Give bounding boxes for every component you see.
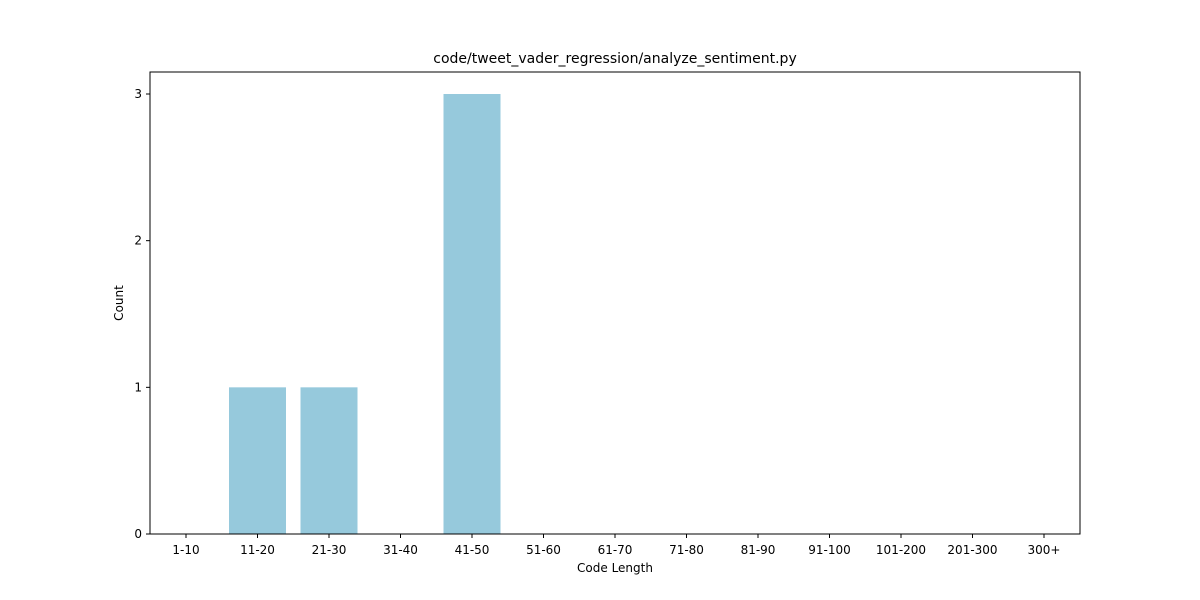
y-tick-label: 3 bbox=[134, 87, 142, 101]
x-tick-label: 201-300 bbox=[947, 543, 997, 557]
x-axis-ticks: 1-10 11-20 21-30 31-40 41-50 51-60 61-70 71-80 8… bbox=[172, 534, 1060, 557]
bars-group bbox=[229, 94, 501, 534]
x-tick-label: 101-200 bbox=[876, 543, 926, 557]
x-tick-label: 91-100 bbox=[808, 543, 851, 557]
plot-frame bbox=[149, 71, 1081, 535]
x-axis-label: Code Length bbox=[577, 561, 653, 575]
y-tick-label: 2 bbox=[134, 234, 142, 248]
x-tick-label: 31-40 bbox=[383, 543, 418, 557]
bar-11-20 bbox=[229, 387, 286, 534]
y-axis-label: Count bbox=[112, 285, 126, 321]
y-tick-label: 1 bbox=[134, 380, 142, 394]
y-axis-ticks: 0 1 2 3 bbox=[134, 87, 150, 541]
x-tick-label: 1-10 bbox=[172, 543, 199, 557]
x-tick-label: 41-50 bbox=[455, 543, 490, 557]
bar-21-30 bbox=[300, 387, 358, 534]
chart-title: code/tweet_vader_regression/analyze_sent… bbox=[433, 51, 796, 67]
x-tick-label: 81-90 bbox=[741, 543, 776, 557]
x-tick-label: 21-30 bbox=[312, 543, 347, 557]
bar-41-50 bbox=[443, 94, 501, 534]
y-tick-label: 0 bbox=[134, 527, 142, 541]
x-tick-label: 300+ bbox=[1028, 543, 1061, 557]
x-tick-label: 61-70 bbox=[598, 543, 633, 557]
x-tick-label: 51-60 bbox=[526, 543, 561, 557]
x-tick-label: 11-20 bbox=[240, 543, 275, 557]
x-tick-label: 71-80 bbox=[669, 543, 704, 557]
